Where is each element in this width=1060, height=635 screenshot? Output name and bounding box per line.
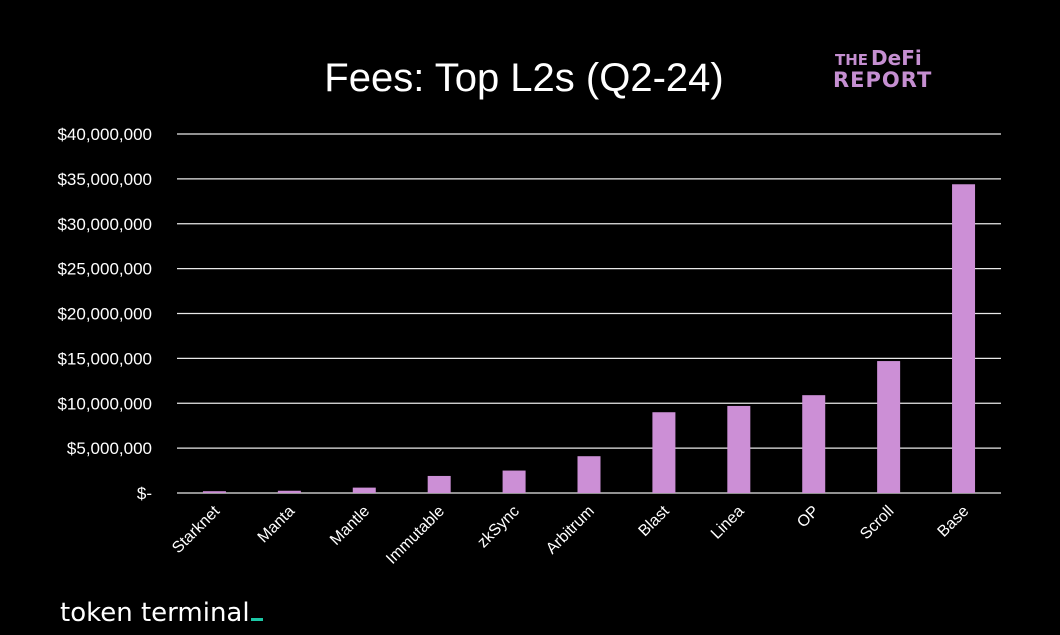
footer-brand-text: token terminal — [60, 598, 250, 628]
x-tick-label-op: OP — [794, 503, 822, 531]
footer-cursor-mark — [250, 618, 263, 621]
logo-report-text: REPORT — [833, 68, 933, 92]
y-tick-label: $25,000,000 — [57, 260, 152, 279]
y-tick-label: $15,000,000 — [57, 349, 152, 368]
y-tick-label: $40,000,000 — [57, 125, 152, 144]
x-tick-label-starknet: Starknet — [169, 502, 224, 557]
bar-base — [952, 184, 976, 493]
y-tick-label: $20,000,000 — [57, 305, 152, 324]
x-tick-label-immutable: Immutable — [383, 503, 448, 568]
bar-linea — [727, 405, 751, 493]
y-axis-tick-labels: $- $5,000,000 $10,000,000 $15,000,000 $20,00… — [57, 125, 152, 503]
y-tick-label: $- — [137, 484, 152, 503]
bar-blast — [652, 412, 676, 493]
logo-the-text: THE — [835, 51, 869, 69]
x-tick-label-blast: Blast — [636, 502, 674, 540]
bar-manta — [277, 490, 301, 493]
x-tick-label-zksync: zkSync — [474, 503, 522, 551]
bar-arbitrum — [577, 456, 601, 493]
y-tick-label: $5,000,000 — [67, 439, 152, 458]
chart-title: Fees: Top L2s (Q2-24) — [324, 56, 723, 100]
x-tick-label-base: Base — [935, 503, 973, 541]
y-tick-label: $10,000,000 — [57, 394, 152, 413]
x-tick-label-scroll: Scroll — [857, 503, 897, 543]
y-tick-label: $30,000,000 — [57, 215, 152, 234]
bar-starknet — [202, 491, 226, 493]
gridlines — [177, 133, 1001, 494]
bar-mantle — [352, 487, 376, 493]
logo-defi-text: DeFi — [871, 46, 922, 70]
bar-zksync — [502, 470, 526, 493]
y-tick-label: $35,000,000 — [57, 170, 152, 189]
x-tick-label-manta: Manta — [255, 503, 299, 547]
bar-op — [802, 395, 826, 493]
x-tick-label-mantle: Mantle — [327, 503, 373, 549]
token-terminal-watermark: token terminal — [60, 598, 263, 628]
x-tick-label-linea: Linea — [708, 503, 748, 543]
bars — [202, 184, 976, 493]
bar-scroll — [877, 361, 901, 493]
defi-report-logo: THE DeFi REPORT — [833, 48, 943, 94]
bar-immutable — [427, 475, 451, 493]
x-axis-tick-labels: Starknet Manta Mantle Immutable zkSync Arbitr… — [169, 502, 972, 567]
x-tick-label-arbitrum: Arbitrum — [543, 503, 598, 558]
